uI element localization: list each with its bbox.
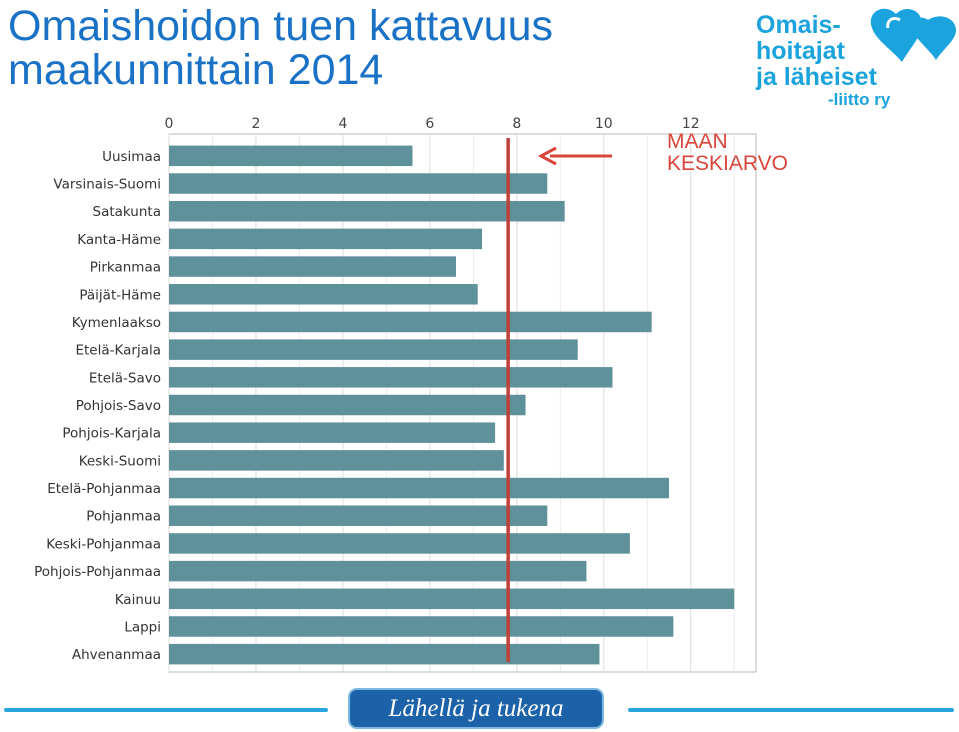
category-label: Keski-Pohjanmaa: [46, 536, 161, 552]
mean-annotation-line2: KESKIARVO: [667, 152, 788, 175]
bar-4: [169, 256, 456, 277]
chart-bars: [169, 145, 735, 665]
category-label: Kainuu: [115, 592, 161, 608]
x-tick-label: 6: [425, 116, 434, 132]
category-label: Satakunta: [93, 204, 162, 220]
arrow-head: [537, 146, 557, 166]
category-label: Pirkanmaa: [90, 260, 161, 276]
mean-layer: [506, 138, 612, 662]
left-arrow-icon: [537, 146, 612, 166]
organization-logo: Omais- hoitajat ja läheiset -liitto ry: [756, 6, 956, 126]
logo-text: Omais- hoitajat ja läheiset -liitto ry: [756, 12, 890, 110]
bar-8: [169, 367, 613, 388]
bar-5: [169, 284, 478, 305]
page-title: Omaishoidon tuen kattavuus maakunnittain…: [8, 4, 553, 92]
x-tick-label: 10: [595, 116, 613, 132]
bar-0: [169, 145, 413, 167]
footer-line-right: [628, 708, 954, 712]
bar-7: [169, 339, 578, 360]
category-label: Kanta-Häme: [77, 232, 161, 248]
mean-annotation: MAAN KESKIARVO: [667, 131, 788, 175]
x-tick-label: 12: [682, 116, 700, 132]
category-label: Lappi: [124, 619, 161, 635]
bar-14: [169, 533, 630, 554]
logo-line3: ja läheiset: [756, 63, 877, 91]
category-label: Ahvenanmaa: [72, 647, 161, 663]
category-label: Pohjois-Karjala: [62, 426, 161, 442]
category-label: Varsinais-Suomi: [53, 177, 161, 193]
x-tick-label: 8: [512, 116, 521, 132]
page-title-line1: Omaishoidon tuen kattavuus: [8, 2, 553, 50]
page-title-line2: maakunnittain 2014: [8, 46, 384, 94]
bar-13: [169, 505, 548, 526]
category-label: Etelä-Savo: [89, 370, 161, 386]
footer-line-left: [4, 708, 328, 712]
category-label: Pohjois-Savo: [76, 398, 161, 414]
category-label: Etelä-Karjala: [75, 343, 161, 359]
heart-logo-icon: [870, 8, 956, 62]
logo-line2: hoitajat: [756, 37, 845, 65]
footer-slogan-box: Lähellä ja tukena: [348, 688, 604, 729]
category-label: Keski-Suomi: [79, 453, 161, 469]
logo-line1: Omais-: [756, 11, 841, 39]
bar-18: [169, 643, 600, 665]
bar-10: [169, 422, 496, 443]
category-label: Etelä-Pohjanmaa: [47, 481, 161, 497]
category-label: Päijät-Häme: [79, 287, 161, 303]
bar-1: [169, 173, 548, 194]
x-tick-label: 0: [165, 116, 174, 132]
x-axis-ticks: 0 2 4 6 8 10 12: [165, 116, 700, 132]
category-label: Pohjois-Pohjanmaa: [34, 564, 161, 580]
footer-slogan: Lähellä ja tukena: [388, 694, 564, 722]
bar-6: [169, 311, 652, 333]
bar-12: [169, 477, 670, 499]
bar-2: [169, 200, 565, 222]
bar-3: [169, 228, 483, 250]
mean-annotation-line1: MAAN: [667, 130, 728, 153]
bar-15: [169, 560, 587, 582]
bar-16: [169, 588, 735, 610]
bar-chart: 0 2 4 6 8 10 12 Uusimaa Varsinais-Suomi Satakunt…: [34, 116, 757, 673]
category-label: Kymenlaakso: [72, 315, 161, 331]
logo-line4: -liitto ry: [828, 90, 891, 109]
bar-9: [169, 394, 526, 416]
x-tick-label: 4: [338, 116, 347, 132]
bar-11: [169, 450, 504, 471]
category-labels: Uusimaa Varsinais-Suomi Satakunta Kanta-Häm…: [34, 149, 161, 663]
category-label: Pohjanmaa: [86, 509, 161, 525]
bar-17: [169, 616, 674, 637]
category-label: Uusimaa: [102, 149, 161, 165]
x-tick-label: 2: [252, 116, 261, 132]
